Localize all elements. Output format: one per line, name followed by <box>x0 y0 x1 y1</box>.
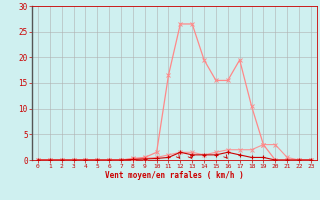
X-axis label: Vent moyen/en rafales ( km/h ): Vent moyen/en rafales ( km/h ) <box>105 171 244 180</box>
